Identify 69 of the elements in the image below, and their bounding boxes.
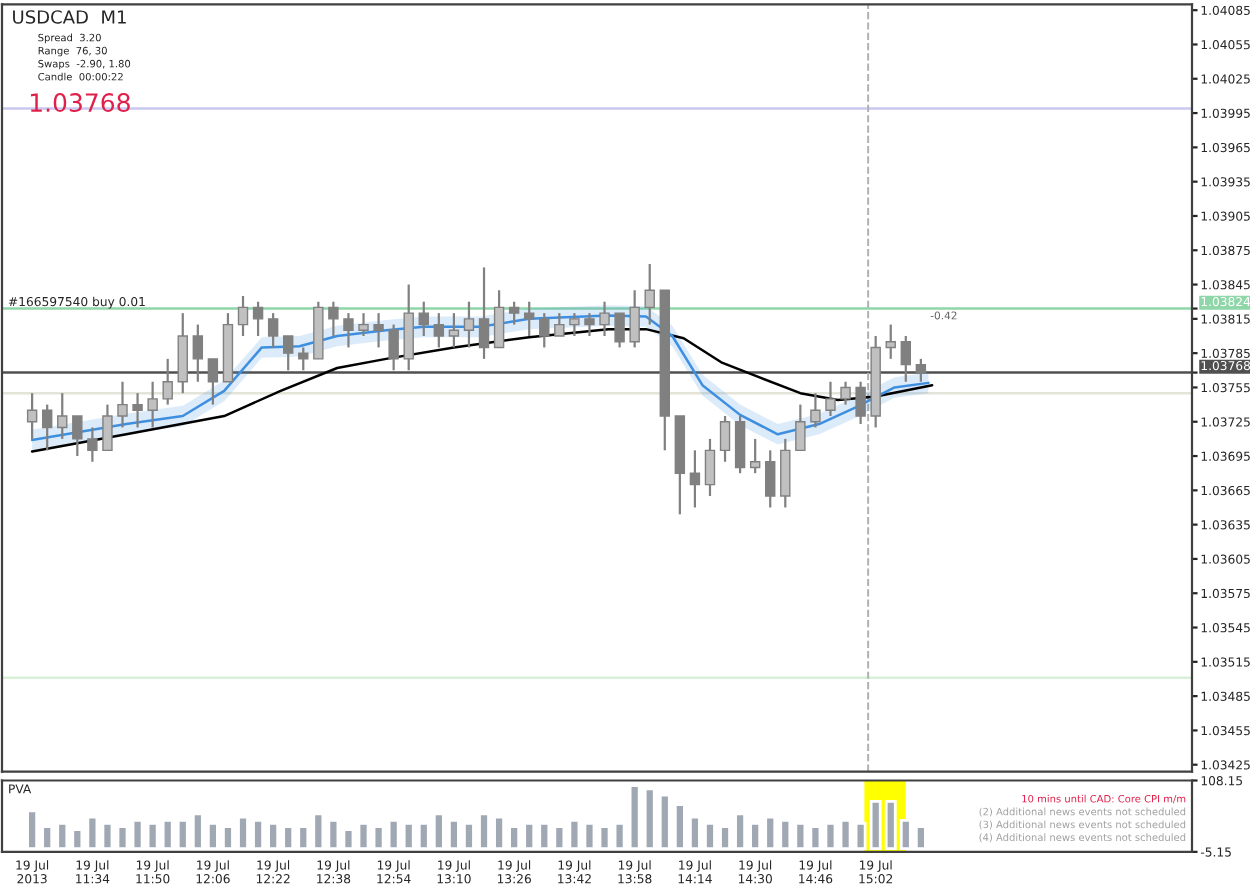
bar: [598, 825, 611, 851]
candlestick: [508, 300, 520, 326]
candlestick: [26, 392, 38, 440]
candlestick: [614, 312, 625, 349]
annotation: 1.03768: [30, 93, 130, 113]
candlestick: [207, 357, 219, 406]
candlestick: [267, 312, 279, 349]
candlestick: [749, 437, 761, 475]
candlestick: [343, 312, 354, 349]
candlestick: [719, 414, 731, 463]
candlestick: [885, 323, 896, 360]
candlestick: [840, 380, 851, 406]
candlestick: [102, 403, 113, 452]
candlestick: [584, 312, 595, 338]
bar: [131, 818, 144, 851]
candlestick: [298, 346, 309, 372]
bar: [116, 825, 129, 851]
candlestick: [132, 392, 143, 429]
candlestick: [328, 300, 339, 338]
candlestick: [569, 312, 580, 338]
candlestick: [282, 334, 294, 372]
candlestick: [704, 437, 716, 498]
chart-title: USDCAD M1: [13, 10, 126, 24]
candlestick: [403, 283, 414, 372]
candlestick: [765, 449, 776, 509]
candlestick: [57, 392, 68, 440]
candlestick: [900, 334, 912, 383]
candlestick: [388, 323, 399, 372]
bar: [583, 822, 596, 851]
candlestick: [72, 414, 83, 458]
candlestick: [463, 300, 475, 349]
line-series: [30, 327, 934, 453]
candlestick: [41, 403, 53, 452]
candlestick: [524, 300, 535, 338]
candlestick: [147, 380, 158, 429]
candlestick: [825, 380, 836, 418]
candlestick: [237, 294, 249, 338]
bar: [342, 828, 355, 851]
bar: [101, 822, 114, 851]
candlestick: [915, 357, 927, 383]
candlestick: [795, 403, 806, 452]
candlestick: [373, 312, 384, 349]
candlestick: [689, 449, 701, 509]
bar: [839, 818, 852, 851]
candlestick: [810, 392, 821, 429]
candlestick: [177, 312, 188, 395]
candlestick: [252, 300, 264, 338]
candlestick: [192, 323, 204, 383]
candlestick: [554, 312, 565, 338]
candlestick: [780, 437, 791, 509]
bar: [809, 825, 822, 851]
candlestick: [433, 312, 445, 349]
candlestick: [493, 289, 505, 349]
candlestick: [448, 312, 460, 349]
candlestick: [539, 312, 550, 349]
bar: [824, 822, 837, 851]
candlestick: [599, 300, 610, 338]
candlestick: [629, 289, 640, 349]
candlestick: [734, 414, 746, 475]
candlestick: [87, 426, 98, 463]
bar: [357, 822, 370, 851]
bar: [372, 825, 385, 851]
candlestick: [478, 266, 490, 360]
candlestick: [117, 380, 128, 429]
candlestick: [418, 300, 429, 338]
candlestick: [358, 312, 369, 338]
candlestick: [644, 262, 655, 326]
candlestick: [855, 380, 866, 426]
candlestick: [162, 357, 173, 406]
